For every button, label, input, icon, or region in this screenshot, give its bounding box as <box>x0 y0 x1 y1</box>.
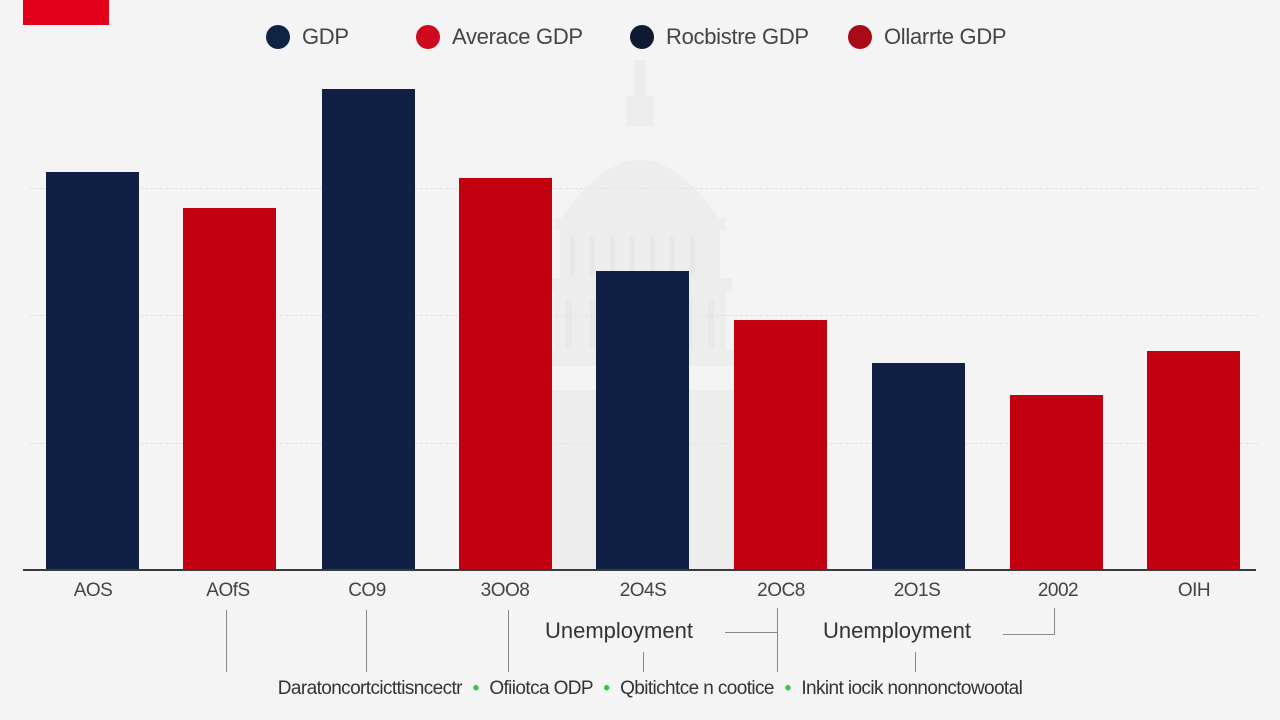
bar-3 <box>459 178 552 570</box>
connector-line <box>777 608 778 672</box>
separator-dot-icon: • <box>603 678 610 699</box>
legend-label: Ollarrte GDP <box>884 24 1007 49</box>
corner-red-block <box>23 0 109 25</box>
connector-line <box>226 610 227 672</box>
bar-6 <box>872 363 965 570</box>
legend-dot-icon <box>848 25 872 49</box>
footer-part: Inkint iocik nonnonctowootal <box>801 678 1023 699</box>
x-tick-label: 2OC8 <box>757 580 805 601</box>
footer-part: Daratoncortcicttisncectr <box>277 678 463 699</box>
legend-item-average-gdp: Averace GDP <box>416 22 583 52</box>
connector-line <box>508 610 509 672</box>
legend-dot-icon <box>266 25 290 49</box>
x-tick-label: 2O1S <box>893 580 941 601</box>
legend-dot-icon <box>416 25 440 49</box>
x-tick-label: 2002 <box>1037 580 1079 601</box>
legend-label: Averace GDP <box>452 24 583 49</box>
footer-caption: Daratoncortcicttisncectr • Ofiiotca ODP … <box>0 678 1280 700</box>
legend-item-ollarrte-gdp: Ollarrte GDP <box>848 22 1007 52</box>
connector-line <box>1054 608 1055 634</box>
bar-2 <box>322 89 415 570</box>
x-tick-label: AOfS <box>206 580 250 601</box>
legend-label: GDP <box>302 24 349 49</box>
footer-part: Qbitichtce n cootice <box>620 678 774 699</box>
chart-legend: GDP Averace GDP Rocbistre GDP Ollarrte G… <box>0 22 1280 52</box>
legend-dot-icon <box>630 25 654 49</box>
connector-line <box>1003 634 1055 635</box>
annotation-unemployment-left: Unemployment <box>545 618 693 643</box>
x-axis-line <box>23 569 1256 571</box>
legend-item-gdp: GDP <box>266 22 349 52</box>
bar-5 <box>734 320 827 570</box>
x-tick-label: AOS <box>73 580 113 601</box>
legend-item-rocbistre-gdp: Rocbistre GDP <box>630 22 809 52</box>
bar-8 <box>1147 351 1240 570</box>
bar-7 <box>1010 395 1103 570</box>
connector-line <box>725 632 777 633</box>
connector-line <box>366 610 367 672</box>
annotation-unemployment-right: Unemployment <box>823 618 971 643</box>
x-tick-label: CO9 <box>348 580 386 601</box>
bar-1 <box>183 208 276 570</box>
connector-line <box>643 652 644 672</box>
x-tick-label: OIH <box>1177 580 1211 601</box>
x-tick-label: 3OO8 <box>480 580 530 601</box>
separator-dot-icon: • <box>784 678 792 699</box>
bar-4 <box>596 271 689 570</box>
gridline <box>30 188 1258 189</box>
separator-dot-icon: • <box>472 678 480 699</box>
footer-part: Ofiiotca ODP <box>489 678 593 699</box>
legend-label: Rocbistre GDP <box>666 24 809 49</box>
x-tick-label: 2O4S <box>619 580 667 601</box>
connector-line <box>915 652 916 672</box>
bar-0 <box>46 172 139 570</box>
